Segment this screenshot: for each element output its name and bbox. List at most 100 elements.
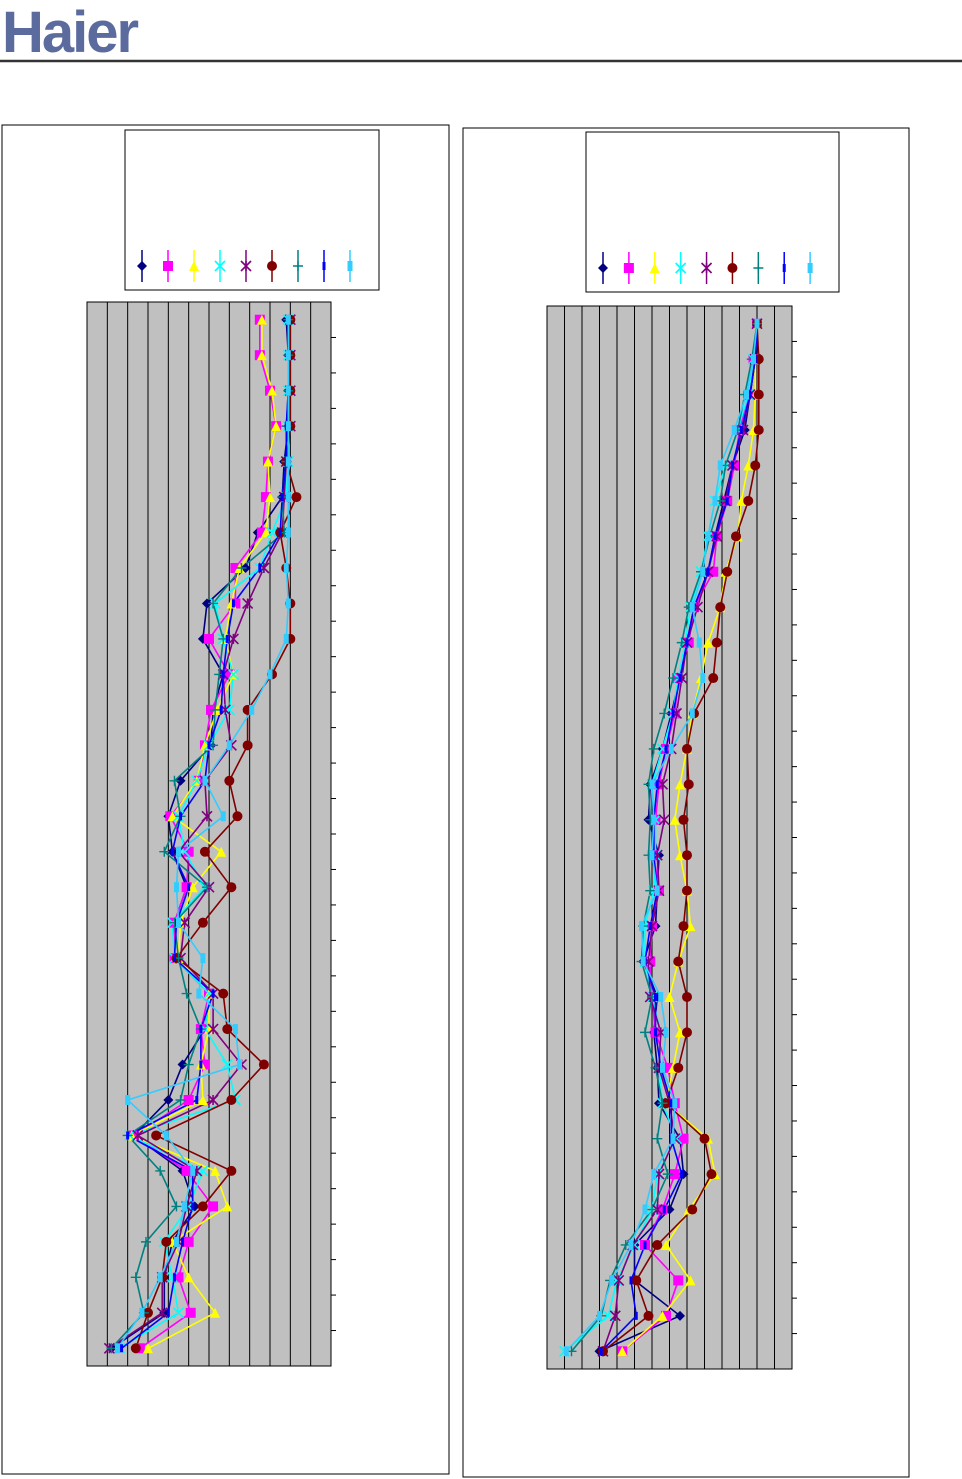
data-point-part	[656, 778, 669, 790]
data-point-part	[700, 566, 706, 577]
data-point	[640, 1027, 650, 1038]
data-point	[249, 704, 255, 715]
data-point	[210, 1307, 221, 1318]
legend-marker-part	[240, 260, 252, 272]
data-point	[230, 598, 241, 609]
data-point-part	[675, 1310, 685, 1321]
data-point	[678, 1133, 689, 1144]
series-line	[129, 319, 277, 1350]
data-point-part	[283, 563, 289, 573]
data-point-part	[662, 1205, 666, 1214]
legend-marker	[267, 261, 277, 271]
data-point	[719, 495, 732, 507]
data-point-part	[617, 1346, 628, 1357]
data-point	[673, 956, 684, 967]
data-point-part	[130, 1343, 141, 1354]
data-point	[650, 1062, 661, 1073]
data-point	[609, 1310, 621, 1322]
data-point	[197, 1095, 208, 1105]
data-point-part	[648, 743, 659, 754]
data-point	[285, 421, 291, 432]
data-point-part	[285, 527, 291, 538]
data-point-part	[669, 708, 680, 719]
data-point	[226, 1165, 237, 1176]
data-point-part	[753, 425, 764, 436]
data-point	[682, 1027, 692, 1038]
data-point-part	[675, 779, 685, 790]
data-point	[267, 385, 278, 396]
legend-marker	[189, 261, 199, 271]
data-point	[657, 1310, 668, 1321]
data-point	[159, 846, 170, 857]
data-point-part	[201, 882, 212, 893]
data-point-part	[729, 460, 740, 471]
data-point-part	[130, 1272, 141, 1283]
data-point-part	[649, 850, 655, 861]
data-point-part	[291, 492, 302, 503]
data-point	[651, 814, 657, 825]
data-point-part	[181, 882, 192, 893]
data-point	[196, 988, 202, 999]
data-point	[613, 1274, 625, 1286]
data-point-part	[182, 1201, 188, 1212]
data-point-part	[682, 1027, 692, 1038]
data-point-part	[262, 456, 273, 467]
data-point-part	[744, 389, 749, 400]
data-point-part	[278, 528, 282, 537]
data-point-part	[655, 780, 659, 789]
data-point-part	[187, 882, 198, 893]
data-point	[283, 563, 289, 573]
data-point-part	[197, 917, 208, 928]
data-point-part	[668, 743, 674, 754]
data-point	[753, 425, 764, 436]
data-point	[675, 850, 685, 861]
data-point-part	[157, 1272, 163, 1283]
data-point	[179, 917, 191, 929]
data-point-part	[173, 1272, 184, 1283]
data-point-part	[221, 670, 225, 679]
data-point	[291, 492, 302, 503]
data-point	[224, 775, 235, 786]
data-point-part	[658, 991, 664, 1002]
legend-marker	[700, 262, 713, 274]
legend-marker-part	[782, 264, 786, 272]
data-point	[197, 917, 208, 928]
series-line	[116, 319, 290, 1349]
data-point	[748, 390, 752, 399]
data-point-part	[183, 846, 194, 857]
data-point-part	[751, 354, 756, 365]
data-point-part	[155, 1165, 166, 1176]
data-point-part	[211, 989, 215, 998]
data-point-part	[654, 1028, 657, 1037]
data-point	[204, 633, 214, 644]
data-point-part	[663, 1027, 669, 1038]
data-point-part	[661, 1310, 671, 1321]
data-point	[221, 670, 225, 679]
data-point-part	[563, 1346, 569, 1357]
data-point-part	[179, 812, 183, 821]
data-point-part	[227, 633, 239, 645]
data-point-part	[201, 598, 212, 609]
data-point	[190, 1165, 196, 1176]
data-point	[208, 1201, 219, 1212]
data-point	[283, 633, 289, 644]
data-point	[654, 779, 664, 790]
data-point	[743, 495, 754, 506]
data-point-part	[120, 1344, 124, 1353]
data-point	[598, 1346, 608, 1357]
data-point-part	[197, 1095, 208, 1105]
data-point-part	[672, 1098, 678, 1109]
data-point	[683, 779, 694, 790]
data-point	[236, 563, 247, 573]
data-point	[237, 1059, 242, 1070]
data-point-part	[266, 526, 278, 539]
data-point-part	[163, 1095, 174, 1105]
data-point-part	[139, 1307, 145, 1318]
data-point	[731, 425, 737, 436]
data-point	[654, 885, 660, 896]
data-point	[225, 634, 229, 643]
data-point-part	[201, 810, 213, 822]
data-point	[651, 1169, 657, 1180]
data-point	[219, 705, 223, 714]
data-point	[640, 956, 646, 967]
